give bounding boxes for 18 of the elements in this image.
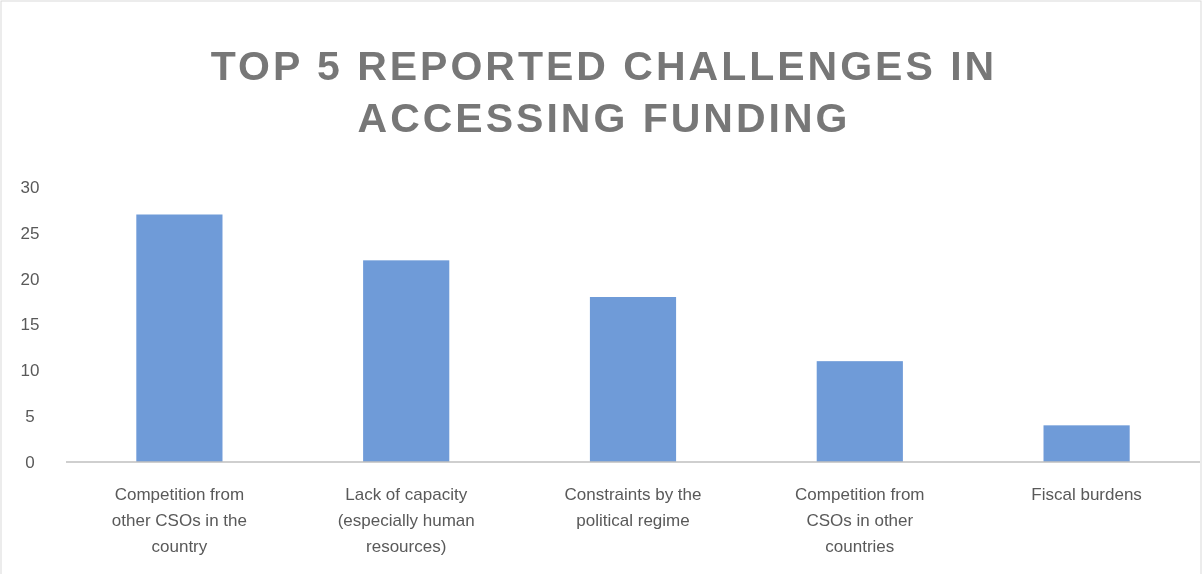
bar <box>136 214 223 462</box>
chart-title: TOP 5 REPORTED CHALLENGES IN ACCESSING FUNDING <box>210 43 998 141</box>
bar <box>589 297 677 462</box>
y-tick-label: 30 <box>20 177 40 197</box>
y-tick-label: 20 <box>20 269 40 289</box>
x-tick-label: Constraints by the political regime <box>564 485 702 530</box>
y-tick-label: 15 <box>20 315 40 335</box>
x-tick-label: Fiscal burdens <box>1031 485 1142 504</box>
x-tick-label: Competition from CSOs in other countries <box>795 485 925 556</box>
x-tick-label: Competition from other CSOs in the country <box>111 485 247 556</box>
y-tick-label: 0 <box>25 452 35 472</box>
y-tick-label: 25 <box>20 223 40 243</box>
bar <box>816 361 903 462</box>
bar <box>1043 425 1130 462</box>
bar <box>363 260 450 462</box>
y-tick-label: 10 <box>20 361 40 381</box>
y-tick-label: 5 <box>25 407 35 427</box>
x-tick-label: Lack of capacity (especially human resources) <box>337 485 475 556</box>
